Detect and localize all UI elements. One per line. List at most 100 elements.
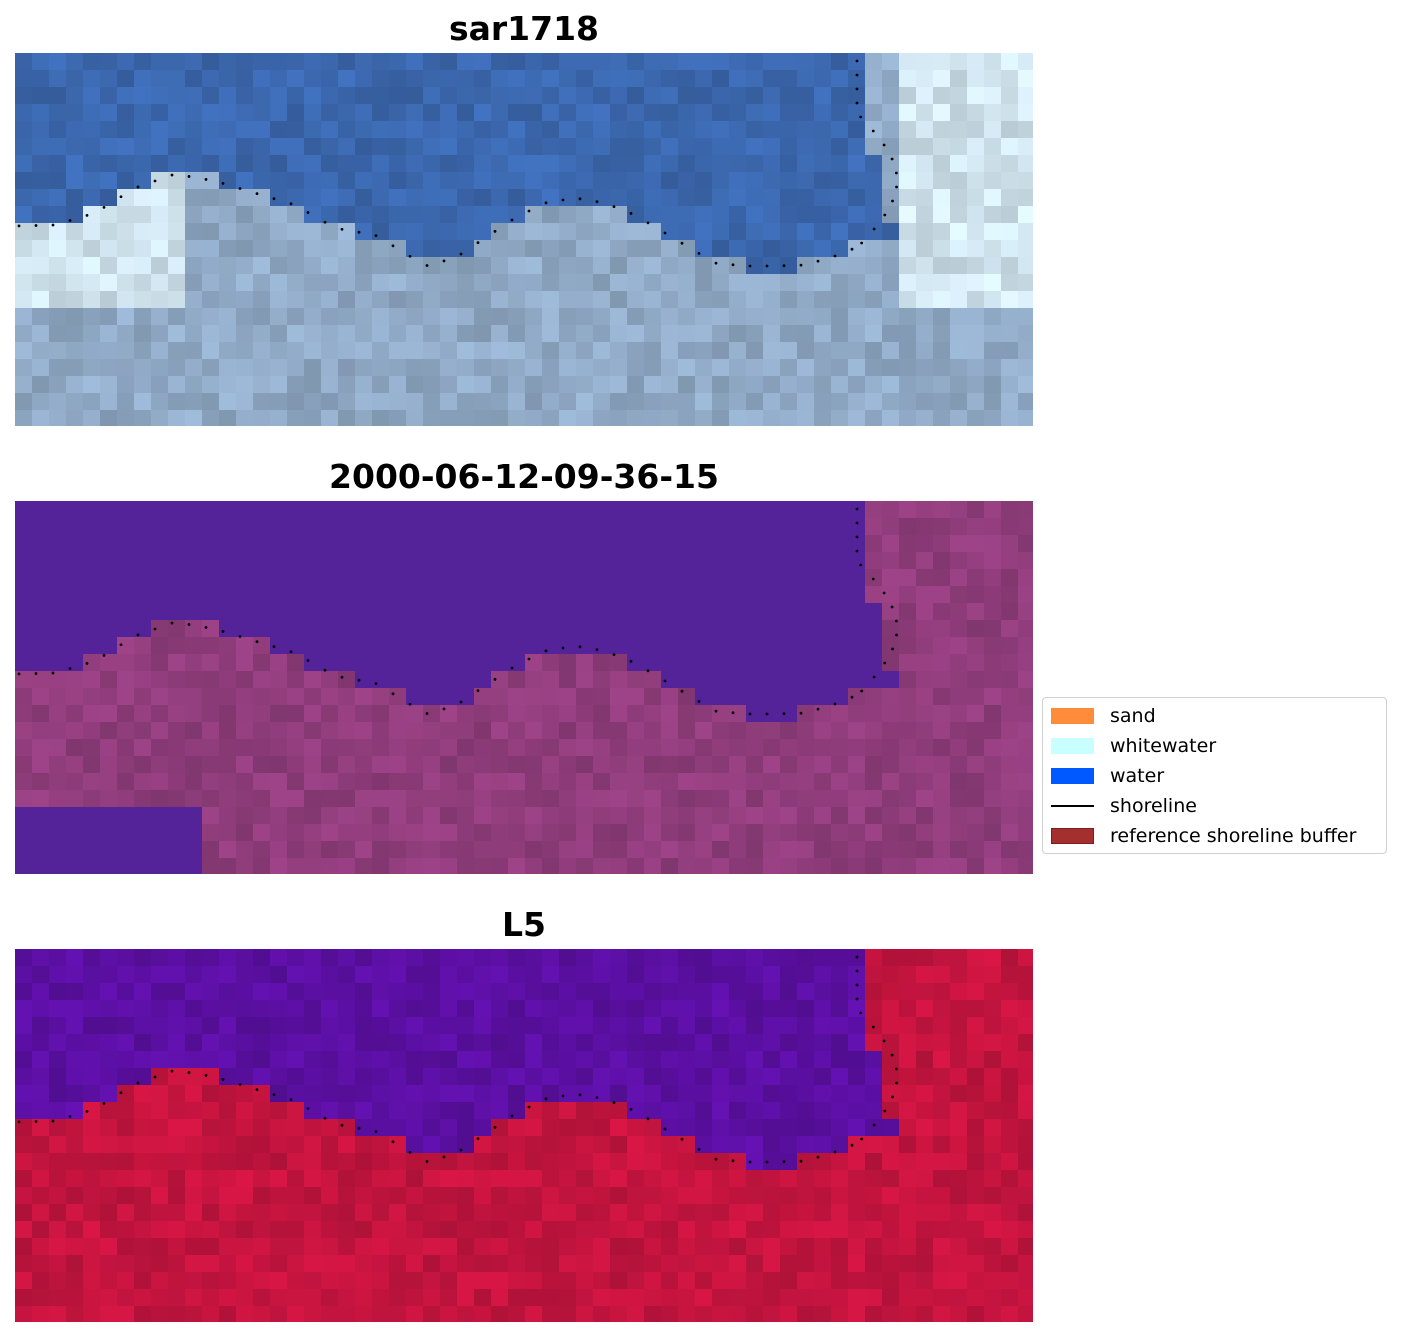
raster-pixel [287, 53, 305, 71]
raster-pixel [1018, 274, 1033, 292]
raster-pixel [423, 705, 441, 723]
raster-pixel [899, 518, 917, 536]
raster-pixel [32, 1119, 50, 1137]
raster-pixel [151, 410, 169, 426]
raster-pixel [304, 410, 322, 426]
raster-pixel [117, 1221, 135, 1239]
raster-pixel [236, 223, 254, 241]
raster-pixel [32, 1170, 50, 1188]
raster-pixel [848, 1170, 866, 1188]
raster-pixel [287, 1238, 305, 1256]
raster-pixel [406, 1102, 424, 1120]
raster-pixel [848, 104, 866, 122]
raster-pixel [49, 722, 67, 740]
raster-pixel [270, 1119, 288, 1137]
raster-pixel [542, 1272, 560, 1290]
raster-pixel [763, 552, 781, 570]
raster-pixel [253, 671, 271, 689]
raster-pixel [576, 1017, 594, 1035]
raster-pixel [899, 1034, 917, 1052]
raster-pixel [882, 308, 900, 326]
raster-pixel [423, 308, 441, 326]
raster-pixel [491, 756, 509, 774]
raster-pixel [219, 291, 237, 309]
raster-pixel [491, 172, 509, 190]
raster-pixel [984, 518, 1002, 536]
raster-pixel [746, 1051, 764, 1069]
raster-pixel [406, 1051, 424, 1069]
raster-pixel [627, 104, 645, 122]
raster-pixel [185, 393, 203, 411]
raster-pixel [134, 858, 152, 874]
raster-pixel [780, 983, 798, 1001]
shoreline-dot [697, 252, 701, 255]
raster-pixel [338, 1034, 356, 1052]
raster-pixel [100, 121, 118, 139]
raster-pixel [933, 858, 951, 874]
raster-pixel [746, 308, 764, 326]
raster-pixel [321, 654, 339, 672]
raster-pixel [406, 1306, 424, 1322]
legend-item-shoreline: shoreline [1051, 795, 1197, 817]
raster-pixel [865, 376, 883, 394]
raster-pixel [15, 138, 33, 156]
panel-title-rgb: sar1718 [448, 9, 600, 48]
raster-pixel [270, 274, 288, 292]
raster-pixel [916, 138, 934, 156]
raster-pixel [780, 756, 798, 774]
raster-pixel [848, 257, 866, 275]
raster-pixel [950, 206, 968, 224]
raster-pixel [49, 983, 67, 1001]
raster-pixel [219, 739, 237, 757]
raster-pixel [15, 654, 33, 672]
raster-pixel [491, 342, 509, 360]
raster-pixel [882, 858, 900, 874]
raster-pixel [32, 966, 50, 984]
raster-pixel [746, 739, 764, 757]
shoreline-dot [882, 591, 886, 595]
raster-pixel [338, 138, 356, 156]
raster-pixel [32, 1034, 50, 1052]
raster-pixel [321, 1289, 339, 1307]
raster-pixel [661, 1238, 679, 1256]
raster-pixel [984, 1187, 1002, 1205]
raster-pixel [848, 966, 866, 984]
raster-pixel [865, 172, 883, 190]
raster-pixel [899, 1017, 917, 1035]
raster-pixel [882, 325, 900, 343]
raster-pixel [440, 739, 458, 757]
raster-pixel [695, 1051, 713, 1069]
raster-pixel [644, 1187, 662, 1205]
raster-pixel [355, 257, 373, 275]
raster-pixel [219, 1085, 237, 1103]
raster-pixel [712, 1170, 730, 1188]
raster-pixel [338, 1221, 356, 1239]
raster-pixel [236, 53, 254, 71]
raster-pixel [219, 1136, 237, 1154]
raster-pixel [831, 359, 849, 377]
raster-pixel [848, 1238, 866, 1256]
raster-pixel [1001, 1136, 1019, 1154]
raster-pixel [389, 705, 407, 723]
raster-pixel [49, 1306, 67, 1322]
raster-pixel [627, 1170, 645, 1188]
raster-pixel [508, 1238, 526, 1256]
raster-pixel [967, 223, 985, 241]
raster-pixel [372, 87, 390, 105]
raster-pixel [984, 1255, 1002, 1273]
raster-pixel [678, 1153, 696, 1171]
raster-pixel [865, 87, 883, 105]
raster-pixel [678, 824, 696, 842]
raster-pixel [814, 1187, 832, 1205]
raster-pixel [644, 790, 662, 808]
raster-pixel [83, 1170, 101, 1188]
raster-pixel [321, 393, 339, 411]
shoreline-dot [493, 229, 497, 233]
raster-pixel [525, 274, 543, 292]
raster-pixel [712, 410, 730, 426]
raster-pixel [763, 790, 781, 808]
raster-pixel [593, 1017, 611, 1035]
raster-pixel [950, 1085, 968, 1103]
classified-image [15, 501, 1033, 874]
raster-pixel [338, 983, 356, 1001]
